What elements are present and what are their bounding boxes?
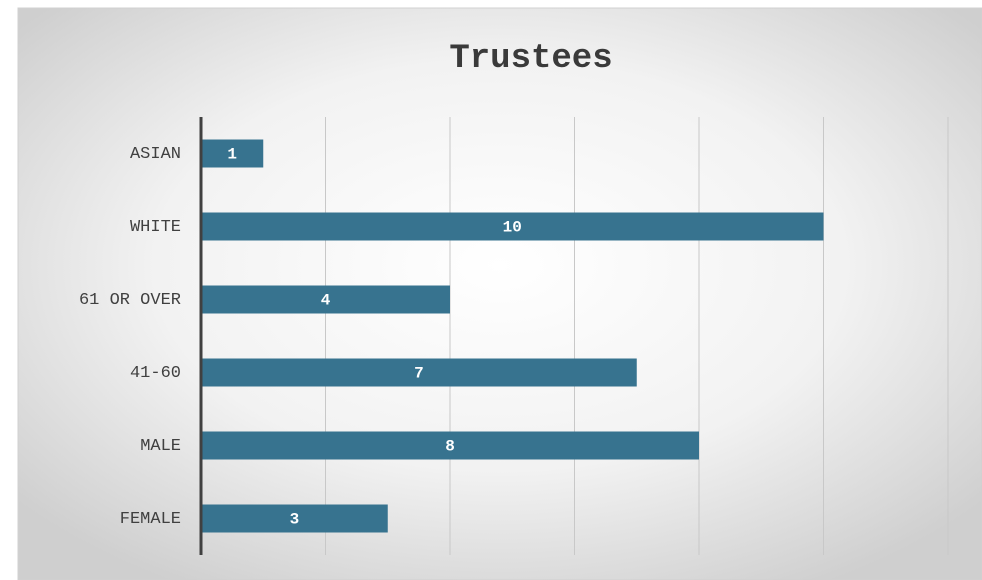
data-label: 3 (290, 511, 300, 529)
y-tick-label: FEMALE (120, 510, 181, 529)
y-tick-label: 61 OR OVER (79, 291, 181, 310)
y-tick-label: ASIAN (130, 145, 181, 164)
bar (201, 358, 637, 387)
data-label: 10 (503, 219, 522, 237)
bar (201, 285, 450, 314)
chart-background (17, 7, 982, 580)
y-tick-label: 41-60 (130, 364, 181, 383)
y-tick-label: MALE (140, 437, 181, 456)
y-tick-label: WHITE (130, 218, 181, 237)
data-label: 7 (414, 365, 424, 383)
chart-title: Trustees (449, 40, 612, 78)
bar (201, 139, 264, 168)
bar (201, 504, 388, 533)
data-label: 4 (321, 292, 331, 310)
bar (201, 431, 699, 460)
data-label: 1 (227, 146, 237, 164)
data-label: 8 (445, 438, 455, 456)
bar (201, 212, 824, 241)
